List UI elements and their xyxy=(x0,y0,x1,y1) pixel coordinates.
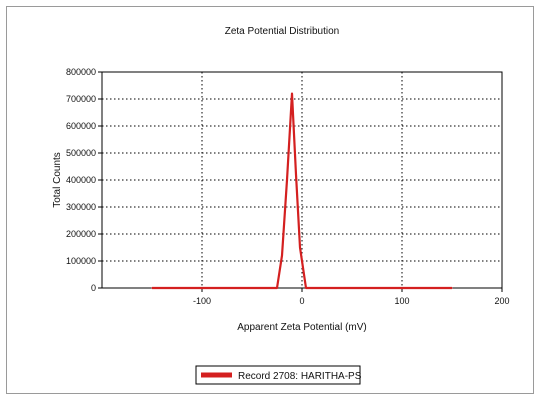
data-point xyxy=(299,246,301,249)
chart-frame xyxy=(6,6,534,394)
y-tick-label: 300000 xyxy=(66,202,96,212)
y-axis-ticks: 0 100000 200000 300000 400000 500000 600000 700… xyxy=(66,67,102,293)
y-tick-label: 0 xyxy=(91,283,96,293)
data-point xyxy=(295,174,297,176)
y-tick-label: 100000 xyxy=(66,256,96,266)
data-point xyxy=(276,287,278,289)
legend-box xyxy=(195,365,361,385)
x-axis-label: Apparent Zeta Potential (mV) xyxy=(237,322,367,333)
x-tick-label: 0 xyxy=(299,296,304,306)
x-tick-label: 100 xyxy=(394,296,409,306)
legend: Record 2708: HARITHA-PS xyxy=(195,365,362,385)
data-point xyxy=(286,179,288,181)
y-axis-label: Total Counts xyxy=(52,152,63,208)
y-tick-label: 400000 xyxy=(66,175,96,185)
x-tick-label: 200 xyxy=(494,296,509,306)
data-point xyxy=(281,255,283,257)
y-tick-label: 700000 xyxy=(66,94,96,104)
series-line-0 xyxy=(152,92,452,290)
y-tick-label: 600000 xyxy=(66,121,96,131)
y-tick-label: 500000 xyxy=(66,148,96,158)
data-point xyxy=(151,287,153,289)
x-tick-label: -100 xyxy=(193,296,211,306)
legend-label: Record 2708: HARITHA-PS xyxy=(238,371,362,382)
data-point xyxy=(305,287,307,289)
chart-title: Zeta Potential Distribution xyxy=(225,26,340,37)
data-point xyxy=(451,287,453,289)
y-tick-label: 800000 xyxy=(66,67,96,77)
x-axis-ticks: -100 0 100 200 xyxy=(193,288,510,306)
series-group xyxy=(151,92,453,290)
y-tick-label: 200000 xyxy=(66,229,96,239)
data-point xyxy=(291,93,293,95)
